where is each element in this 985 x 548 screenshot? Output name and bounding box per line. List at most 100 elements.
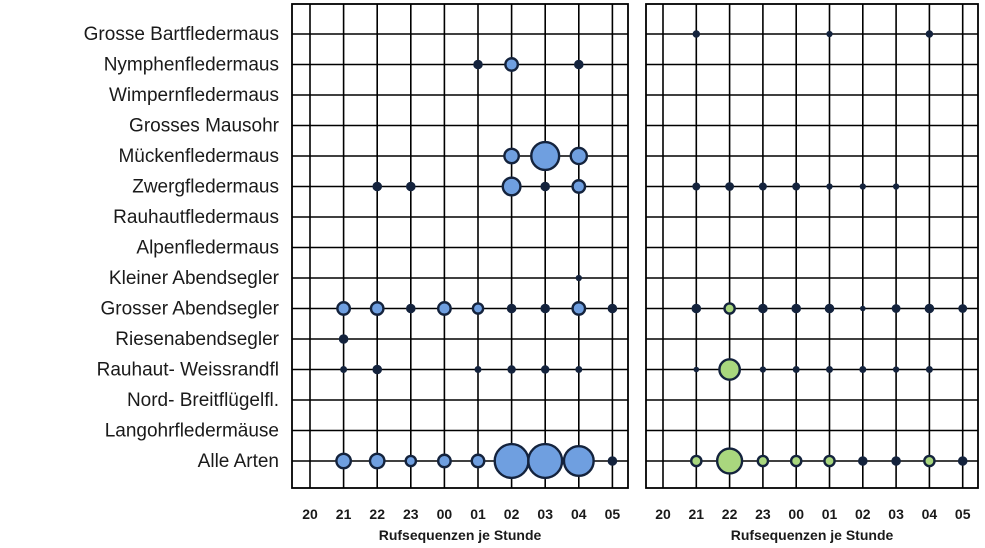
bubble-point <box>791 303 802 314</box>
bubble-point <box>792 182 801 191</box>
x-tick-label: 21 <box>336 506 352 522</box>
x-tick-label: 03 <box>888 506 904 522</box>
bubble-point <box>503 147 520 165</box>
x-tick-label: 22 <box>369 506 385 522</box>
bubble-point <box>892 183 900 190</box>
species-label: Riesenabendsegler <box>115 329 279 350</box>
panel-frame <box>645 3 979 489</box>
x-tick-label: 21 <box>689 506 705 522</box>
panel-1: 20 21 22 23 00 01 02 03 04 05 Rufsequenzen je Stun… <box>291 3 629 543</box>
bubble-point <box>891 456 901 466</box>
x-tick-label: 00 <box>437 506 453 522</box>
bubble-point <box>405 303 416 314</box>
bubble-point <box>718 358 741 381</box>
bubble-point <box>473 59 483 70</box>
bubble-point <box>571 301 587 316</box>
bubble-point <box>892 366 900 373</box>
bubble-point <box>792 366 800 373</box>
bubble-point <box>436 301 452 316</box>
bubble-point <box>404 454 418 468</box>
bubble-point <box>826 366 833 373</box>
x-tick-label: 22 <box>722 506 738 522</box>
bubble-point <box>759 366 767 373</box>
bubble-point <box>607 303 618 314</box>
bubble-point <box>607 456 618 466</box>
panel-frame <box>291 3 629 489</box>
species-label: Zwergfledermaus <box>132 177 279 198</box>
x-tick-label: 04 <box>922 506 938 522</box>
bubble-point <box>826 183 833 190</box>
bubble-point <box>474 366 482 373</box>
species-label: Alle Arten <box>198 451 279 472</box>
bubble-point <box>690 454 703 468</box>
bubble-point <box>858 456 868 466</box>
bubble-point <box>925 30 934 38</box>
x-tick-label: 01 <box>470 506 486 522</box>
species-label: Grosse Bartfledermaus <box>84 24 279 45</box>
bubble-point <box>958 304 968 313</box>
bubble-point <box>891 304 901 313</box>
bubble-point <box>923 454 936 468</box>
bubble-point <box>372 364 383 375</box>
species-label: Langohrfledermäuse <box>105 421 279 442</box>
x-tick-label: 23 <box>755 506 771 522</box>
bubble-point <box>957 456 968 466</box>
bubble-point <box>575 366 583 373</box>
bubble-point <box>340 366 348 373</box>
bubble-point <box>691 303 702 314</box>
panel-2: 20 21 22 23 00 01 02 03 04 05 Rufsequenzen je Stun… <box>645 3 979 543</box>
species-label: Nord- Breitflügelfl. <box>127 390 279 411</box>
x-axis-title: Rufsequenzen je Stunde <box>731 527 894 543</box>
bubble-point <box>569 146 589 166</box>
species-label: Grosser Abendsegler <box>101 299 280 320</box>
bubble-point <box>758 303 768 314</box>
bubble-point <box>924 303 935 314</box>
bubble-point <box>338 334 349 344</box>
species-label: Alpenfledermaus <box>136 238 279 259</box>
x-tick-label: 05 <box>955 506 971 522</box>
bubble-point <box>470 453 486 469</box>
bubble-point <box>540 303 551 314</box>
bubble-point <box>859 366 867 373</box>
x-tick-label: 04 <box>571 506 587 522</box>
bubble-point <box>692 182 701 191</box>
bubble-point <box>574 59 584 70</box>
species-label: Nymphenfledermaus <box>104 55 279 76</box>
bubble-point <box>527 442 564 480</box>
bubble-point <box>506 303 517 314</box>
x-tick-label: 02 <box>855 506 871 522</box>
bubble-point <box>575 274 582 282</box>
species-label: Mückenfledermaus <box>118 146 279 167</box>
x-tick-label: 05 <box>605 506 621 522</box>
bubble-point <box>405 181 416 192</box>
bubble-point <box>859 183 866 190</box>
x-tick-label: 01 <box>822 506 838 522</box>
x-tick-label: 23 <box>403 506 419 522</box>
bubble-point <box>692 30 701 38</box>
bubble-point <box>530 140 561 172</box>
species-label: Wimpernfledermaus <box>109 85 279 106</box>
bubble-point <box>540 365 550 374</box>
bubble-point <box>501 176 522 197</box>
bubble-point <box>368 452 386 470</box>
bubble-point <box>471 302 485 315</box>
bubble-point <box>540 181 551 192</box>
bubble-point <box>789 454 803 468</box>
bubble-point <box>372 181 383 192</box>
x-axis-title: Rufsequenzen je Stunde <box>379 527 542 543</box>
bubble-point <box>723 302 736 315</box>
bubble-point <box>493 442 530 480</box>
bubble-point <box>758 182 767 191</box>
x-tick-label: 20 <box>655 506 671 522</box>
bubble-point <box>693 366 700 373</box>
bubble-point <box>436 453 452 469</box>
bubble-point <box>335 452 352 470</box>
bubble-point <box>823 454 836 468</box>
bubble-point <box>507 365 516 374</box>
x-tick-label: 03 <box>537 506 553 522</box>
species-label: Rauhaut- Weissrandfl <box>97 360 279 381</box>
bubble-point <box>562 444 595 478</box>
bubble-point <box>826 30 833 38</box>
